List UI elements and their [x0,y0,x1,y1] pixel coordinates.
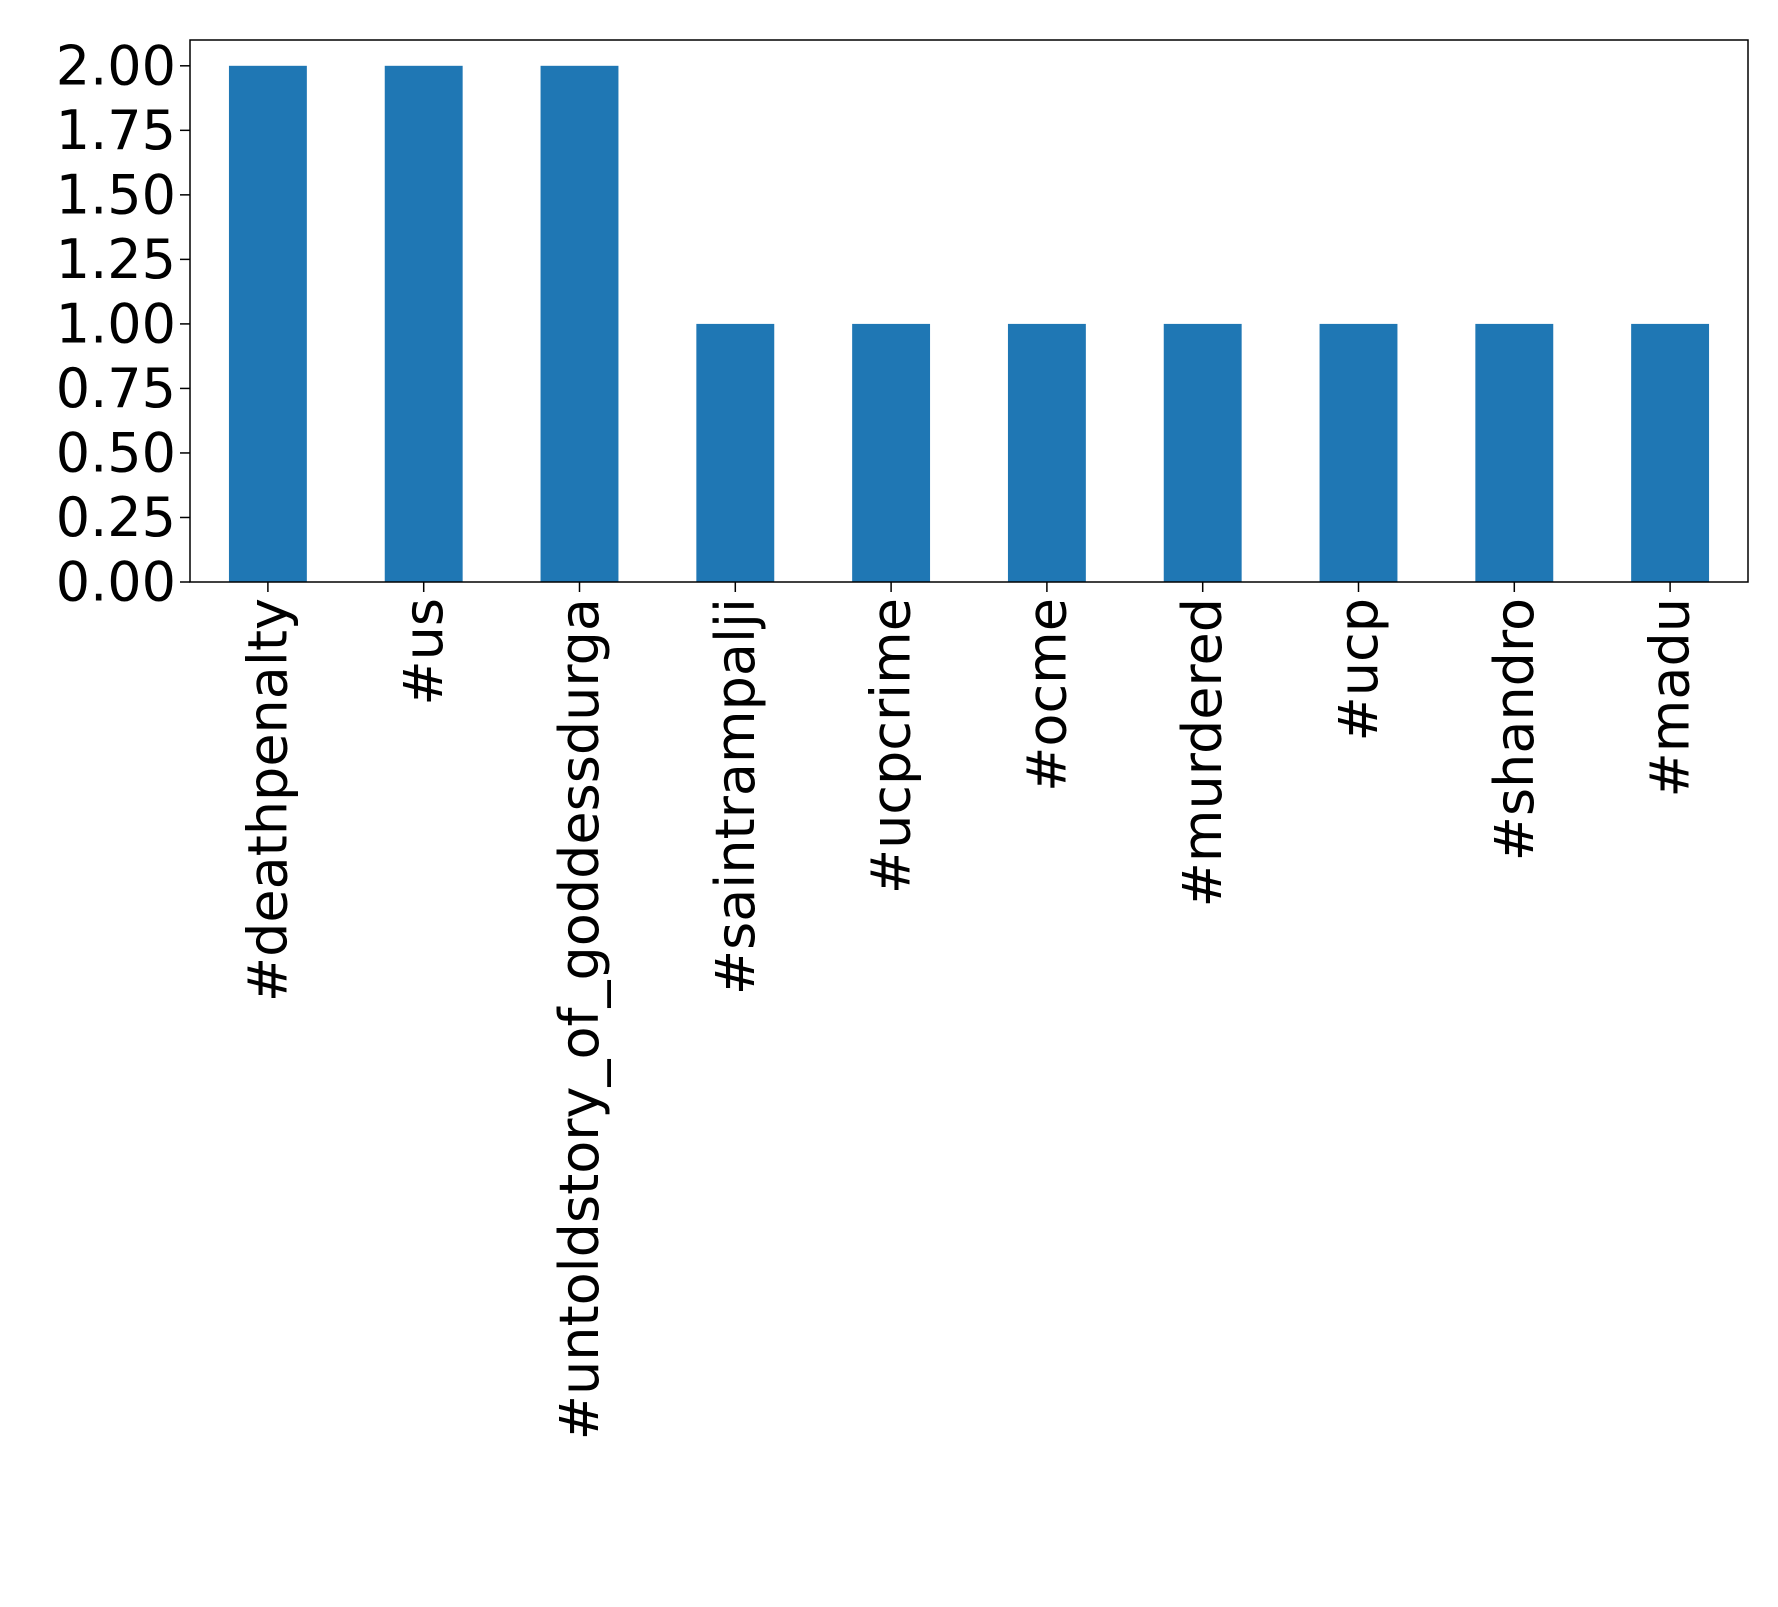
y-tick-label: 1.25 [56,228,176,291]
x-tick-label: #murdered [1171,598,1234,907]
plot-frame [189,39,1749,583]
y-tick-label: 1.00 [56,292,176,355]
axes-layer [189,39,1749,583]
bar-madu [1631,323,1710,582]
y-tick-label: 0.25 [56,486,176,549]
x-tick-label: #madu [1639,598,1702,797]
bar-untoldstory_of_goddessdurga [540,65,619,582]
ticks-layer: 0.000.250.500.751.001.251.501.752.00 #dea… [56,34,1702,1440]
y-tick-label: 0.75 [56,357,176,420]
bar-ocme [1007,323,1086,582]
y-tick-label: 1.50 [56,163,176,226]
y-tick-label: 0.50 [56,421,176,484]
y-tick-label: 2.00 [56,34,176,97]
bars-layer [228,65,1710,582]
x-tick-label: #ucp [1327,598,1390,741]
bar-ucpcrime [852,323,931,582]
y-tick-label: 0.00 [56,551,176,614]
bar-deathpenalty [228,65,307,582]
bar-murdered [1163,323,1242,582]
bar-saintrampalji [696,323,775,582]
x-tick-label: #us [392,598,455,706]
y-tick-label: 1.75 [56,99,176,162]
x-tick-label: #deathpenalty [236,598,299,1002]
x-tick-label: #ucpcrime [860,598,923,894]
bar-ucp [1319,323,1398,582]
x-tick-label: #ocme [1015,598,1078,792]
x-tick-label: #saintrampalji [704,598,767,995]
bar-shandro [1475,323,1554,582]
bar-us [384,65,463,582]
x-tick-label: #untoldstory_of_goddessdurga [548,598,611,1440]
x-tick-label: #shandro [1483,598,1546,861]
